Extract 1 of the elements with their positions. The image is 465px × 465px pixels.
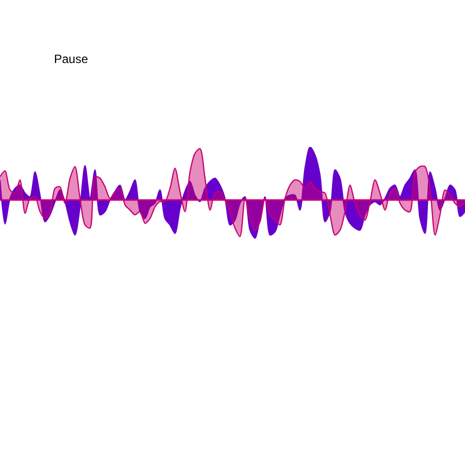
text: Pause xyxy=(54,52,88,66)
